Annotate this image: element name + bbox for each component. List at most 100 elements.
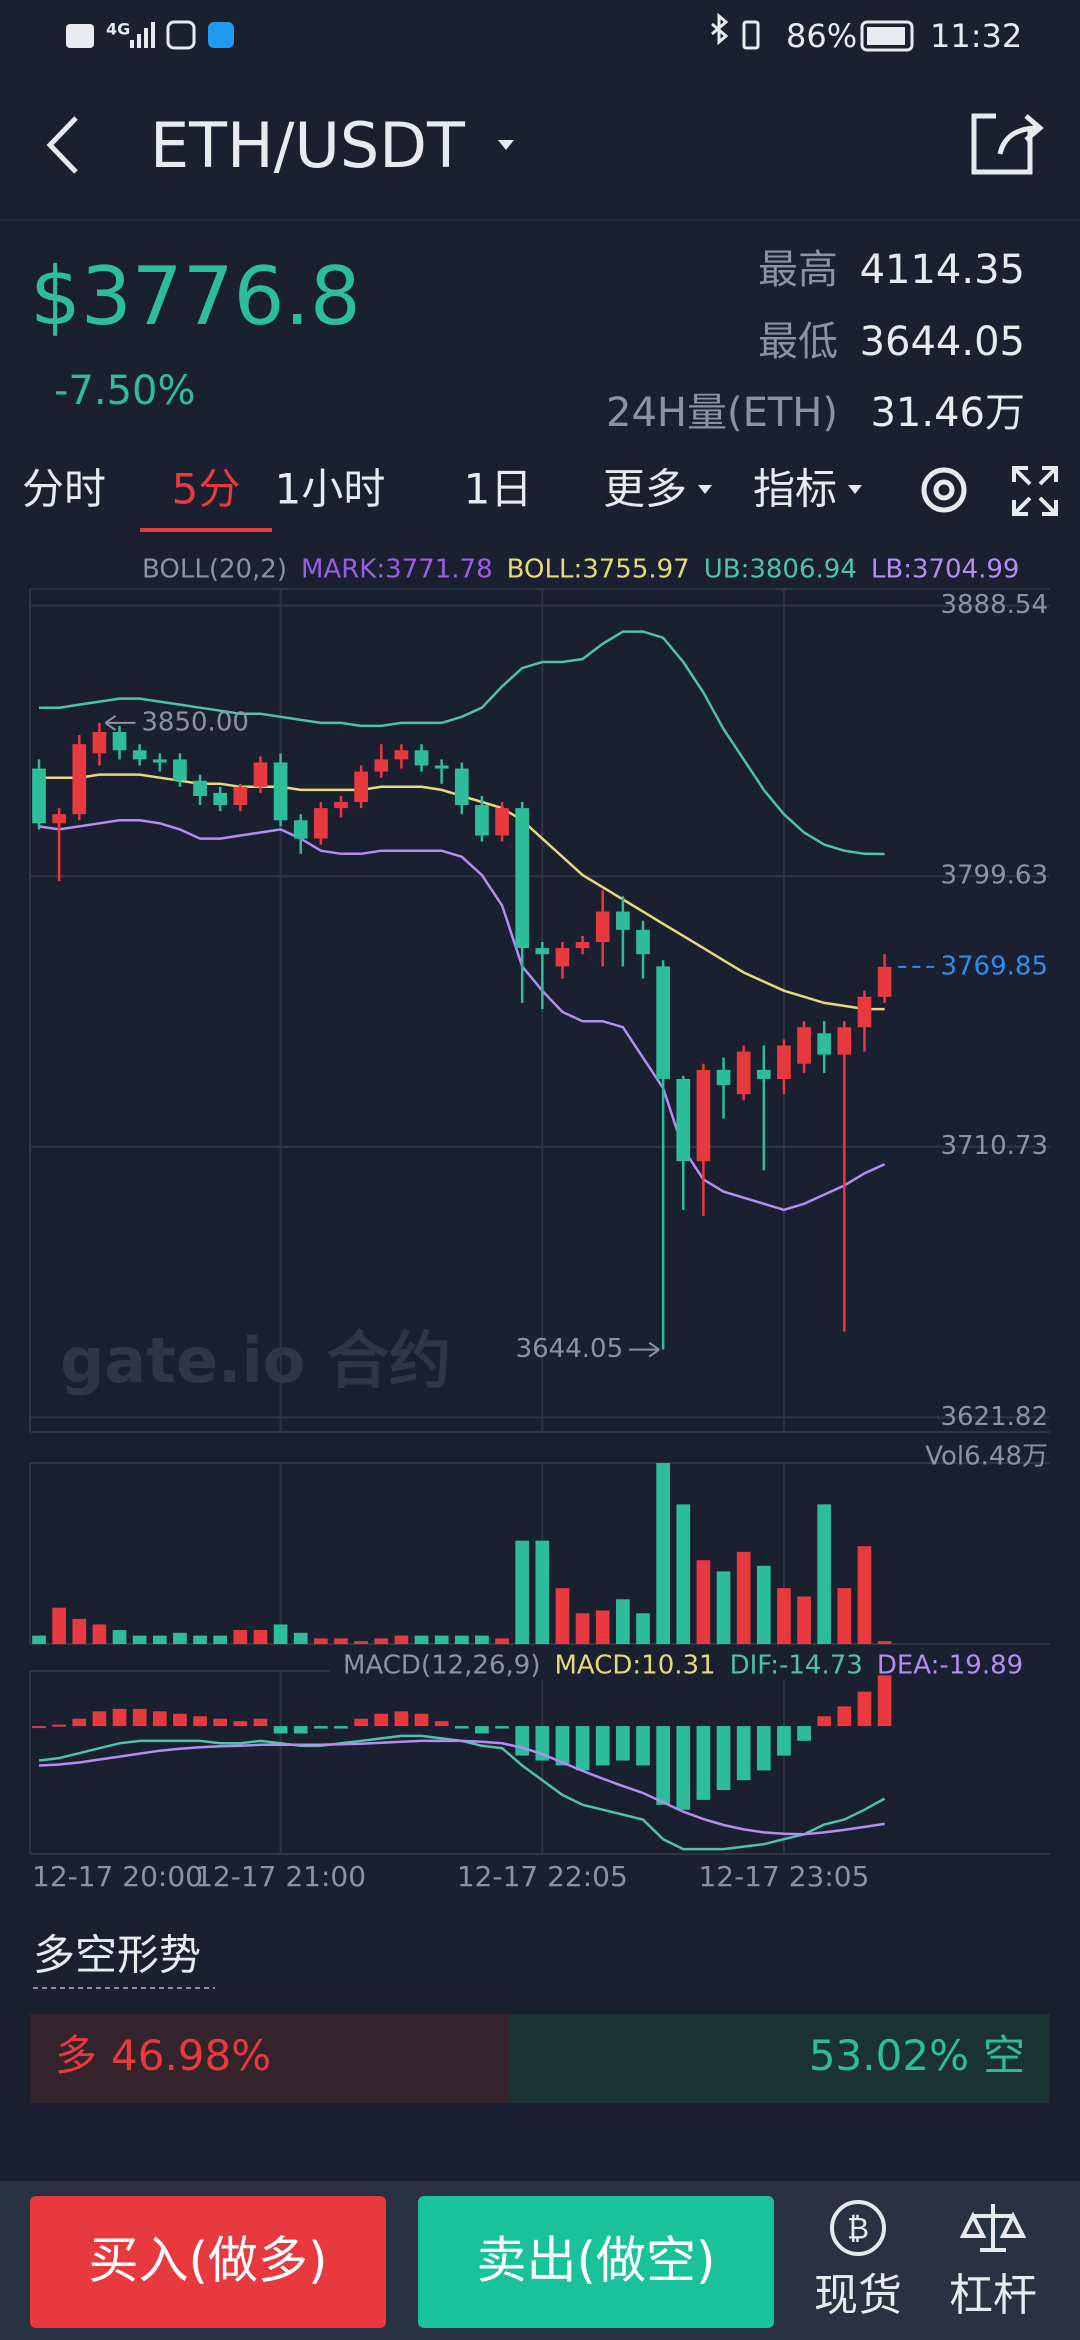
low-value: 3644.05 <box>860 319 1025 365</box>
high-label: 最高 <box>758 247 838 293</box>
volume-bar <box>173 1632 187 1644</box>
legend-item: UB:3806.94 <box>704 555 857 585</box>
min-arrow <box>629 1341 660 1358</box>
back-button[interactable] <box>46 116 78 174</box>
candle-body <box>233 786 248 806</box>
signal-icon <box>130 22 155 48</box>
candle-body <box>515 808 530 949</box>
share-button[interactable] <box>971 113 1044 175</box>
macd-bar <box>636 1726 650 1766</box>
candle-body <box>797 1027 811 1064</box>
macd-bar <box>72 1718 87 1727</box>
margin-icon[interactable] <box>959 2204 1027 2252</box>
candle-body <box>374 759 389 772</box>
volume-bar <box>756 1565 771 1644</box>
spot-label[interactable]: 现货 <box>814 2270 902 2321</box>
volume-bar <box>52 1607 66 1644</box>
volume-bar <box>736 1551 751 1644</box>
candle-body <box>696 1069 711 1162</box>
candle-body <box>152 759 167 763</box>
candle-body <box>857 996 872 1028</box>
tab[interactable]: 5分 <box>172 465 241 514</box>
macd-bar <box>173 1713 187 1727</box>
candle-body <box>132 750 147 760</box>
candle-body <box>434 765 449 769</box>
volume-bar <box>92 1624 107 1644</box>
candle-body <box>213 792 228 806</box>
tab[interactable]: 更多 <box>603 465 687 514</box>
short-value: 53.02% <box>809 2031 969 2080</box>
sell-button-label[interactable]: 卖出(做空) <box>476 2232 715 2290</box>
max-label: 3850.00 <box>141 707 249 737</box>
tab[interactable]: 分时 <box>22 465 106 514</box>
macd-bar <box>756 1726 771 1771</box>
candle-body <box>72 744 87 815</box>
candle-body <box>736 1051 751 1095</box>
y-tick-label: 3799.63 <box>940 861 1048 891</box>
candle-body <box>636 929 650 955</box>
macd-bar <box>656 1726 670 1805</box>
legend-item: LB:3704.99 <box>871 555 1020 585</box>
candle-body <box>817 1033 832 1055</box>
min-label: 3644.05 <box>516 1334 624 1364</box>
y-tick-label: 3710.73 <box>940 1131 1048 1161</box>
macd-bar <box>354 1718 368 1727</box>
volume-panel-label: Vol6.48万 <box>925 1442 1048 1472</box>
macd-bar <box>817 1716 832 1727</box>
volume-bar <box>716 1571 731 1644</box>
app-icon <box>166 20 196 50</box>
tab[interactable]: 1日 <box>464 465 533 514</box>
indicator-line <box>38 819 886 1212</box>
margin-label[interactable]: 杠杆 <box>949 2270 1037 2321</box>
macd-bar <box>515 1726 530 1756</box>
buy-button[interactable] <box>30 2196 386 2328</box>
candle-body <box>173 759 187 781</box>
candle-body <box>394 750 409 760</box>
macd-bar <box>314 1726 328 1729</box>
volume-bar <box>213 1635 228 1644</box>
spot-icon-glyph: ₿ <box>847 2212 869 2247</box>
vibrate-icon <box>742 20 760 50</box>
watermark: gate.io 合约 <box>60 1324 451 1397</box>
volume-bar <box>72 1618 87 1644</box>
legend-item: BOLL:3755.97 <box>507 555 690 585</box>
fullscreen-button[interactable] <box>1012 466 1058 516</box>
macd-bar <box>334 1726 348 1729</box>
candle-body <box>575 942 590 949</box>
volume-bar <box>616 1599 630 1644</box>
tab-dropdown[interactable] <box>848 485 863 494</box>
candle-body <box>656 966 670 1079</box>
high-value: 4114.35 <box>860 247 1025 293</box>
x-tick-label: 12-17 22:05 <box>457 1860 628 1893</box>
settings-button[interactable] <box>921 467 967 513</box>
pair-title[interactable]: ETH/USDT <box>150 109 466 182</box>
candle-body <box>273 762 288 821</box>
macd-bar <box>213 1718 228 1727</box>
last-price: $3776.8 <box>30 250 361 343</box>
candle-body <box>475 805 489 836</box>
candle-body <box>616 911 630 930</box>
macd-bar <box>253 1718 268 1727</box>
tab[interactable]: 指标 <box>753 465 837 514</box>
spot-icon[interactable] <box>830 2200 886 2256</box>
macd-bar <box>736 1726 751 1781</box>
buy-button-label[interactable]: 买入(做多) <box>88 2232 327 2290</box>
legend-item: BOLL(20,2) <box>142 555 287 585</box>
volume-bar <box>515 1540 530 1644</box>
volume-bar <box>374 1638 389 1644</box>
volume-bar <box>475 1635 489 1644</box>
macd-bar <box>495 1726 509 1729</box>
legend-item: DIF:-14.73 <box>730 1651 863 1681</box>
sell-button[interactable] <box>418 2196 774 2328</box>
macd-bar <box>676 1726 691 1810</box>
legend-item: MACD(12,26,9) <box>343 1651 540 1681</box>
clock: 11:32 <box>930 17 1022 55</box>
tab-dropdown[interactable] <box>698 485 713 494</box>
volume-bar <box>837 1588 852 1644</box>
candle-body <box>193 780 207 796</box>
tab[interactable]: 1小时 <box>275 465 386 514</box>
pair-dropdown[interactable] <box>498 140 514 150</box>
macd-bar <box>132 1708 147 1727</box>
volume-bar <box>253 1630 268 1644</box>
